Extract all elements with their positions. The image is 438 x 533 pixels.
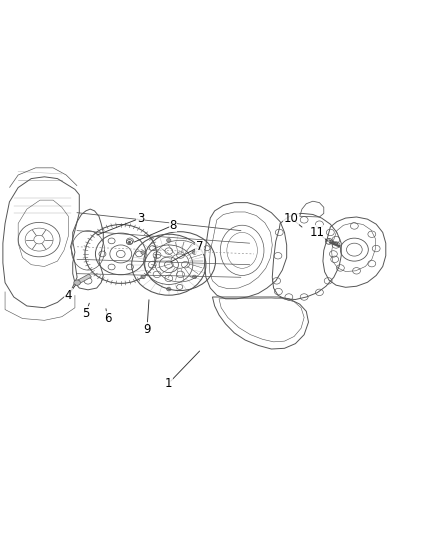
Text: 1: 1 (165, 377, 173, 390)
Circle shape (192, 275, 197, 279)
Text: 9: 9 (143, 323, 151, 336)
Text: 7: 7 (196, 240, 203, 253)
Circle shape (74, 280, 81, 285)
Text: 6: 6 (104, 312, 111, 325)
Text: 11: 11 (310, 226, 325, 239)
Circle shape (128, 241, 131, 243)
Circle shape (166, 238, 171, 242)
Polygon shape (76, 274, 92, 284)
Text: 8: 8 (170, 219, 177, 232)
Circle shape (141, 275, 145, 279)
Text: 3: 3 (137, 212, 144, 224)
Circle shape (141, 251, 145, 254)
Text: 10: 10 (283, 212, 298, 224)
Circle shape (166, 287, 171, 291)
Circle shape (192, 251, 197, 254)
Text: 5: 5 (82, 306, 89, 320)
Text: 4: 4 (65, 289, 72, 302)
